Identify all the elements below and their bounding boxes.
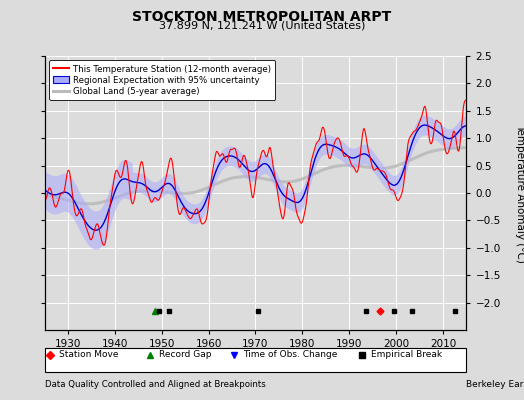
Text: Record Gap: Record Gap [159, 350, 211, 359]
Text: Data Quality Controlled and Aligned at Breakpoints: Data Quality Controlled and Aligned at B… [45, 380, 265, 389]
Text: Berkeley Earth: Berkeley Earth [466, 380, 524, 389]
Text: 37.899 N, 121.241 W (United States): 37.899 N, 121.241 W (United States) [159, 21, 365, 31]
Text: Empirical Break: Empirical Break [371, 350, 442, 359]
Y-axis label: Temperature Anomaly (°C): Temperature Anomaly (°C) [515, 124, 524, 262]
Text: STOCKTON METROPOLITAN ARPT: STOCKTON METROPOLITAN ARPT [133, 10, 391, 24]
Legend: This Temperature Station (12-month average), Regional Expectation with 95% uncer: This Temperature Station (12-month avera… [49, 60, 275, 100]
Text: Station Move: Station Move [59, 350, 119, 359]
Text: Time of Obs. Change: Time of Obs. Change [243, 350, 337, 359]
